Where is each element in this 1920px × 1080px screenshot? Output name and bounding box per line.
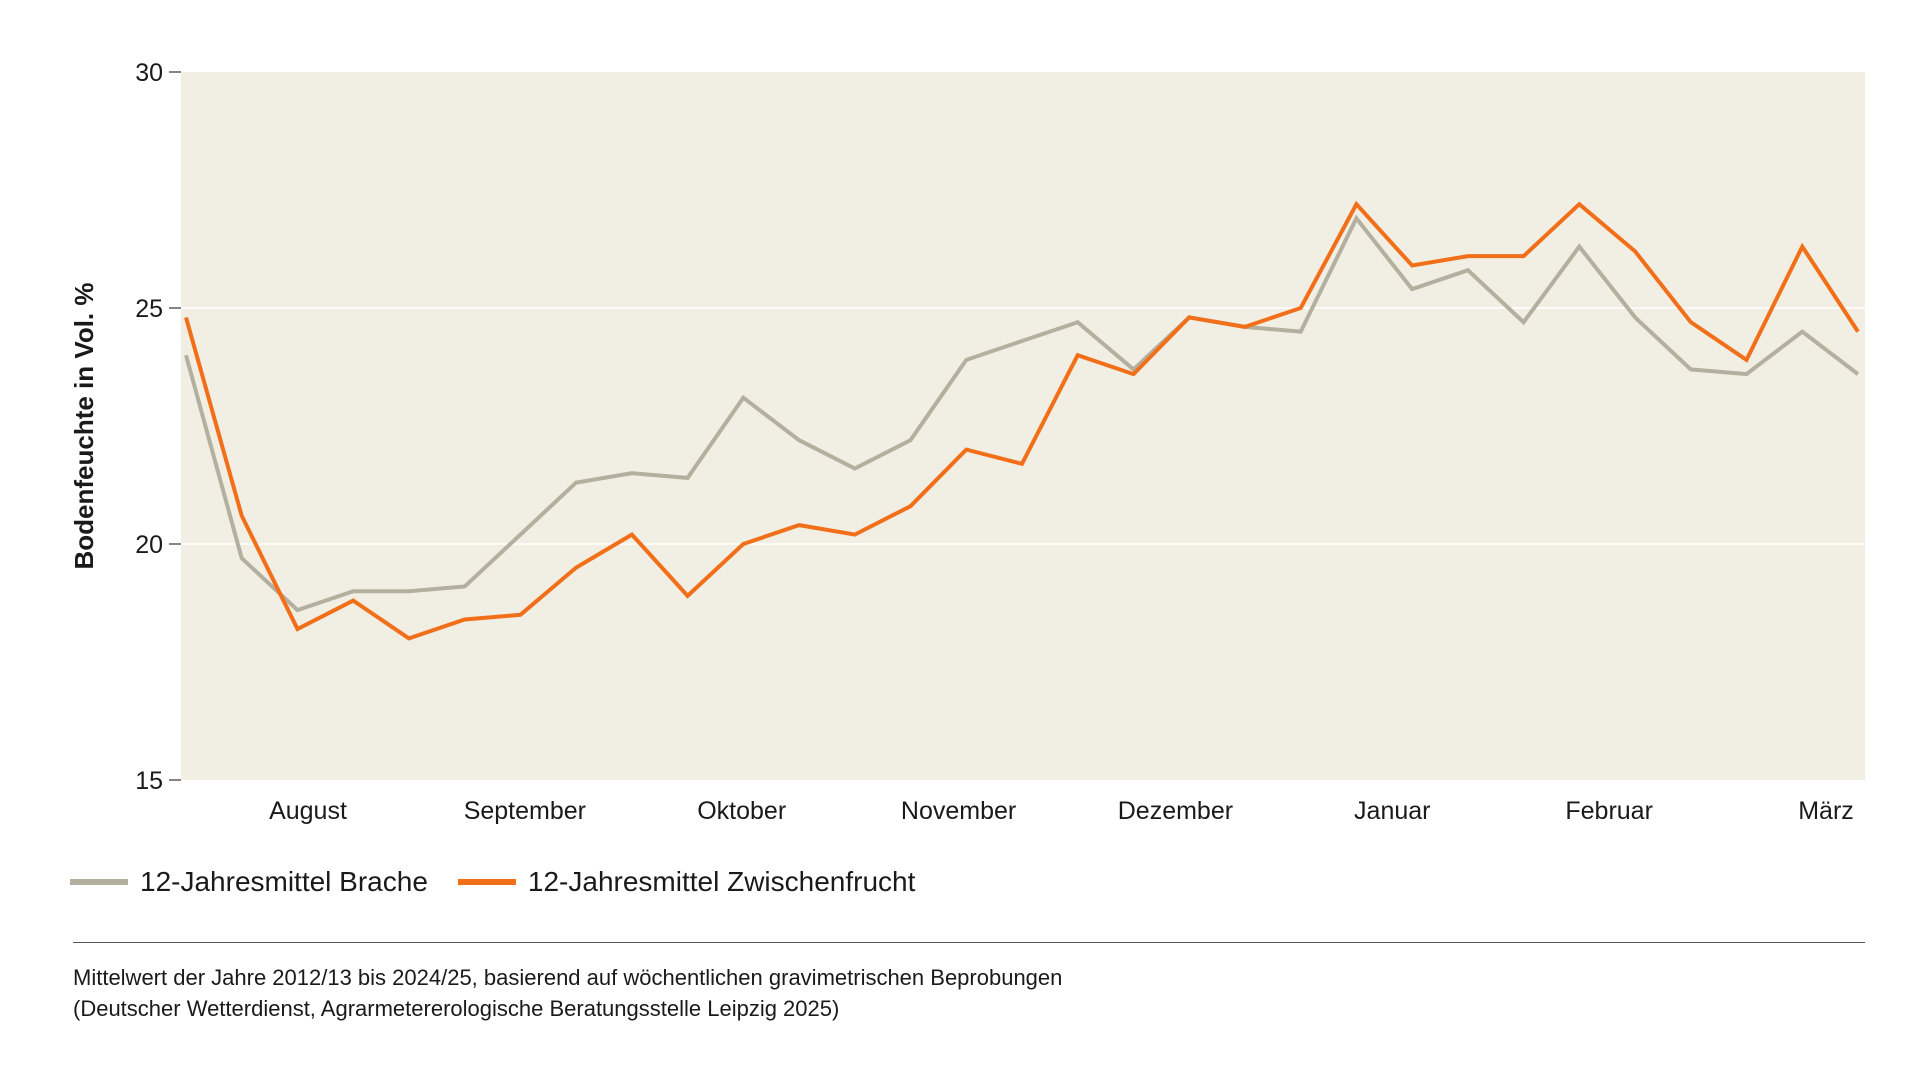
- footer-divider: [73, 942, 1865, 943]
- grid-lines: [181, 307, 1865, 545]
- series-line-0: [184, 214, 1860, 613]
- y-axis: 15 20 25 30: [135, 59, 181, 795]
- legend-item-zwischenfrucht: 12-Jahresmittel Zwischenfrucht: [457, 866, 916, 898]
- series-line-1: [184, 200, 1860, 641]
- y-tick-label-20: 20: [135, 531, 163, 559]
- y-axis-label: Bodenfeuchte in Vol. %: [69, 283, 99, 570]
- x-tick-label-1: September: [464, 797, 586, 825]
- footer-line-2: (Deutscher Wetterdienst, Agrarmetererolo…: [73, 996, 840, 1021]
- x-tick-label-2: Oktober: [697, 797, 786, 825]
- legend: 12-Jahresmittel Brache 12-Jahresmittel Z…: [70, 866, 945, 898]
- legend-label-zwischenfrucht: 12-Jahresmittel Zwischenfrucht: [527, 866, 916, 897]
- chart: 15 20 25 30 August September Oktober November D…: [69, 59, 1865, 825]
- x-axis: August September Oktober November Dezember Ja…: [269, 797, 1854, 825]
- x-tick-label-0: August: [269, 797, 347, 825]
- y-tick-label-15: 15: [135, 767, 163, 795]
- x-tick-label-5: Januar: [1354, 797, 1430, 825]
- legend-swatch-zwischenfrucht: [457, 879, 516, 885]
- footer-note: Mittelwert der Jahre 2012/13 bis 2024/25…: [73, 962, 1062, 1024]
- x-tick-label-7: März: [1798, 797, 1854, 825]
- footer-line-1: Mittelwert der Jahre 2012/13 bis 2024/25…: [73, 965, 1063, 990]
- legend-label-brache: 12-Jahresmittel Brache: [140, 866, 428, 897]
- x-tick-label-4: Dezember: [1118, 797, 1233, 825]
- data-lines: [184, 200, 1860, 641]
- plot-background: [181, 72, 1865, 780]
- x-tick-label-6: Februar: [1565, 797, 1653, 825]
- legend-swatch-brache: [70, 879, 128, 885]
- y-tick-label-30: 30: [135, 59, 163, 87]
- y-tick-label-25: 25: [135, 295, 163, 323]
- legend-item-brache: 12-Jahresmittel Brache: [70, 866, 428, 898]
- x-tick-label-3: November: [901, 797, 1016, 825]
